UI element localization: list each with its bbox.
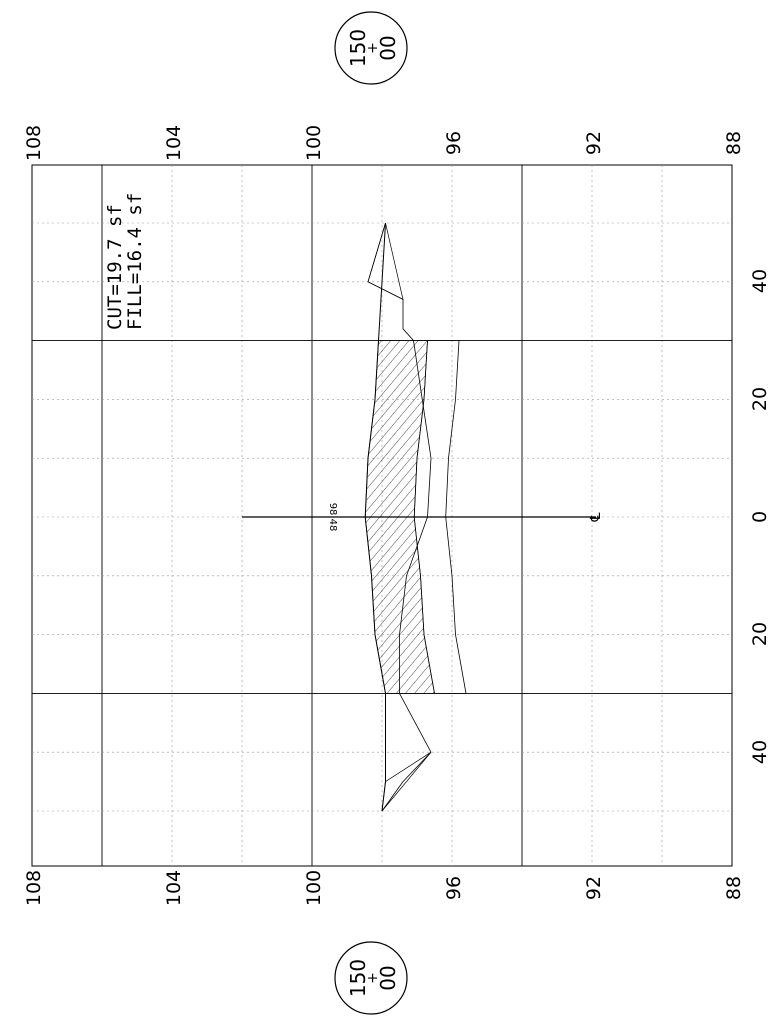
right-slope [381, 751, 432, 812]
left-slope [367, 222, 404, 301]
station-plus-bottom: + [365, 972, 381, 984]
centerline-symbol: ℄ [588, 513, 604, 523]
elevation-label-104-top: 104 [163, 125, 185, 161]
elevation-scale-top: 108 104 100 96 92 88 [23, 125, 745, 161]
quantity-notes: CUT=19.7 sf FILL=16.4 sf [104, 193, 146, 330]
centerline-elevation: 98.48 [327, 503, 338, 532]
station-number-top: 150 [346, 29, 370, 67]
elevation-scale-bottom: 108 104 100 96 92 88 [23, 870, 745, 906]
offset-label-center-0: 0 [749, 511, 771, 523]
offset-label-left-20: 20 [749, 387, 771, 411]
elevation-label-100-bottom: 100 [303, 870, 325, 906]
elevation-label-108-top: 108 [23, 125, 45, 161]
centerline: 98.48 ℄ [242, 503, 604, 532]
station-fraction-bottom: 00 [376, 965, 400, 990]
elevation-label-100-top: 100 [303, 125, 325, 161]
station-circle-top [334, 11, 408, 85]
elevation-label-104-bottom: 104 [163, 870, 185, 906]
elevation-label-96-bottom: 96 [443, 876, 465, 900]
station-plus-top: + [365, 42, 381, 54]
elevation-label-92-bottom: 92 [583, 876, 605, 900]
elevation-label-92-top: 92 [583, 131, 605, 155]
station-fraction-top: 00 [376, 35, 400, 60]
elevation-label-88-bottom: 88 [723, 876, 745, 900]
station-badge-bottom: 150 + 00 [334, 941, 408, 1015]
offset-label-right-20: 20 [749, 622, 771, 646]
station-number-bottom: 150 [346, 959, 370, 997]
elevation-label-108-bottom: 108 [23, 870, 45, 906]
proposed-surface-line [364, 222, 386, 812]
station-badge-top: 150 + 00 [334, 11, 408, 85]
station-circle-bottom [334, 941, 408, 1015]
elevation-label-96-top: 96 [443, 131, 465, 155]
fill-quantity: FILL=16.4 sf [124, 193, 146, 330]
elevation-label-88-top: 88 [723, 131, 745, 155]
offset-label-right-40: 40 [749, 740, 771, 764]
base-course-outline [413, 340, 467, 694]
offset-scale: 40 20 0 20 40 [749, 269, 771, 764]
offset-label-left-40: 40 [749, 269, 771, 293]
cut-quantity: CUT=19.7 sf [104, 204, 126, 330]
